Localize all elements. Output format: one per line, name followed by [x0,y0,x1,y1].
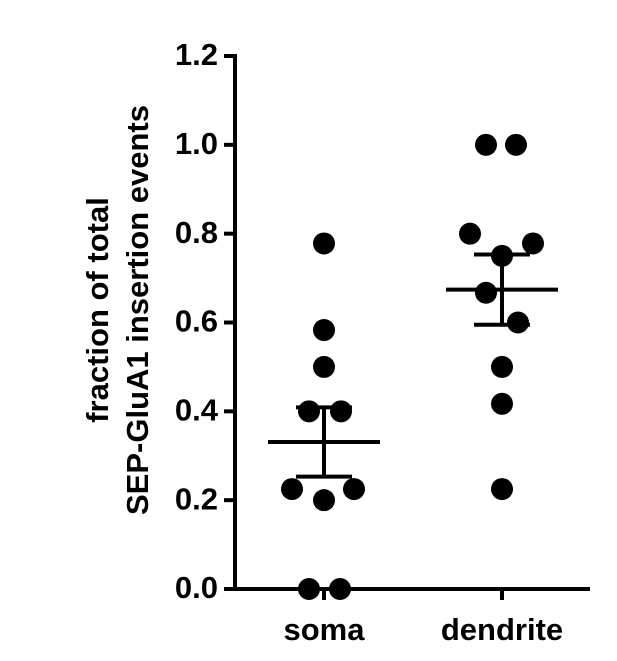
dot [343,478,365,501]
y-tick-label: 0.6 [175,304,218,339]
y-label: fraction of total SEP-GluA1 insertion ev… [80,105,155,515]
dot [298,578,320,600]
y-tick-label: 0.0 [175,570,218,605]
y-tick-label: 0.8 [175,215,218,250]
dot [491,478,513,501]
dot [313,232,335,255]
dot [459,222,481,245]
dot [313,355,335,378]
dot [522,232,544,255]
y-tick-label: 0.4 [175,393,219,428]
dot [475,133,497,156]
x-tick-label: dendrite [441,612,563,647]
dot [281,478,303,501]
x-tick-label: soma [284,612,366,647]
y-tick-label: 1.0 [175,126,218,161]
y-tick-label: 1.2 [175,37,218,72]
y-label-line: SEP-GluA1 insertion events [120,105,155,515]
dot [491,392,513,415]
dot [507,311,529,334]
dot [330,400,352,423]
dot [505,133,527,156]
dot [329,578,351,600]
y-tick-label: 0.2 [175,481,218,516]
dot [491,355,513,378]
y-label-line: fraction of total [80,197,115,423]
dot [313,319,335,342]
dot [298,400,320,423]
dot [475,281,497,304]
dot [313,489,335,512]
